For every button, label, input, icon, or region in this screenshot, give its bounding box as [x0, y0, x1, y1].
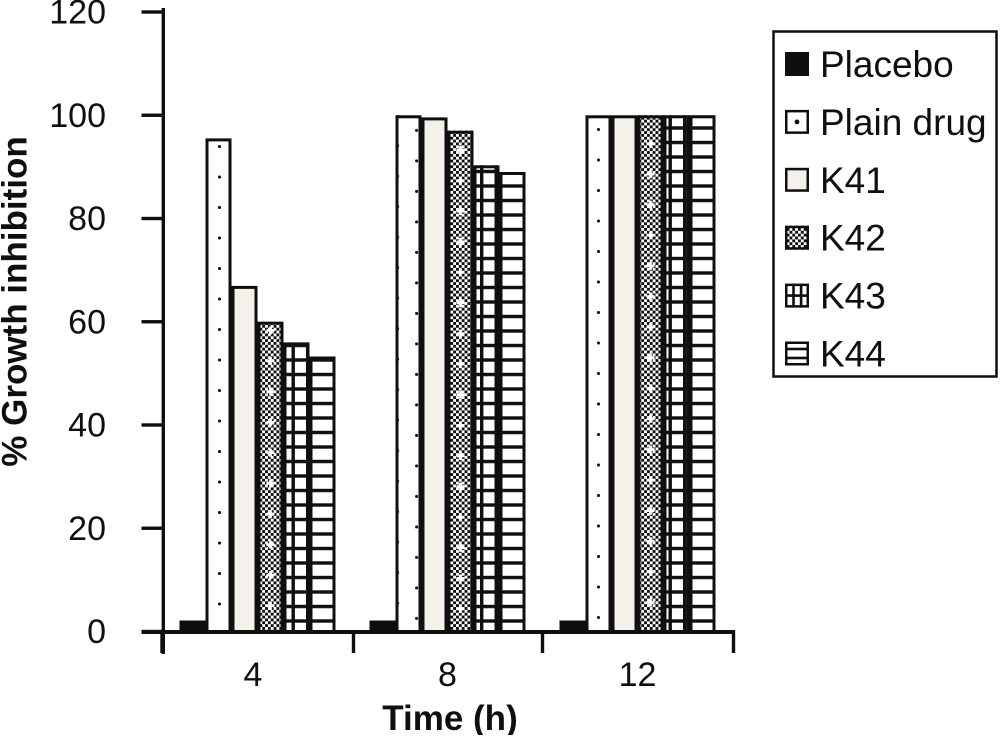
svg-text:80: 80	[68, 200, 106, 238]
svg-text:40: 40	[68, 407, 106, 445]
svg-text:Placebo: Placebo	[820, 44, 954, 85]
svg-text:60: 60	[68, 303, 106, 341]
svg-text:K42: K42	[820, 218, 886, 259]
svg-text:4: 4	[244, 656, 263, 694]
svg-text:120: 120	[49, 0, 106, 32]
svg-text:8: 8	[438, 656, 457, 694]
svg-text:Time (h): Time (h)	[382, 699, 517, 735]
svg-text:Plain drug: Plain drug	[820, 102, 987, 143]
svg-text:12: 12	[619, 656, 657, 694]
svg-text:K44: K44	[820, 334, 886, 375]
svg-text:0: 0	[87, 613, 106, 651]
svg-text:K43: K43	[820, 276, 886, 317]
svg-text:20: 20	[68, 510, 106, 548]
svg-text:100: 100	[49, 97, 106, 135]
svg-text:% Growth inhibition: % Growth inhibition	[0, 136, 35, 467]
svg-text:K41: K41	[820, 160, 886, 201]
